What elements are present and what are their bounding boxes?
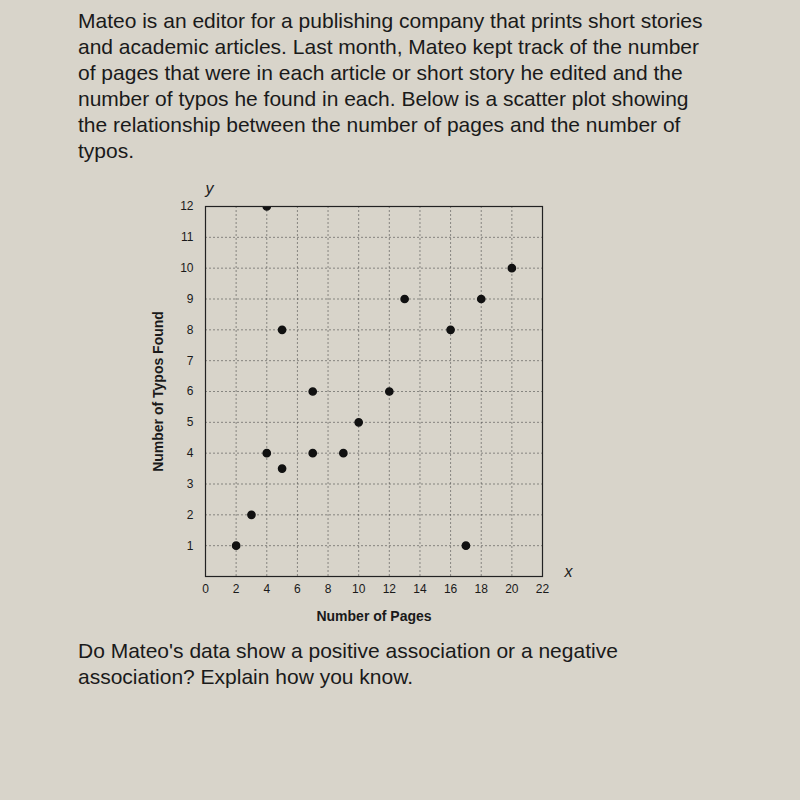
svg-text:y: y xyxy=(205,180,215,197)
svg-text:2: 2 xyxy=(233,582,240,596)
svg-text:11: 11 xyxy=(181,230,194,244)
svg-text:12: 12 xyxy=(180,199,194,213)
svg-text:x: x xyxy=(564,563,574,580)
svg-text:6: 6 xyxy=(294,582,301,596)
svg-text:4: 4 xyxy=(263,582,270,596)
svg-text:5: 5 xyxy=(187,415,194,429)
svg-text:12: 12 xyxy=(383,582,397,596)
svg-text:8: 8 xyxy=(187,323,194,337)
html-text:Do Mateo's data show a positiv: Do Mateo's data show a positive associat… xyxy=(78,639,618,688)
svg-text:20: 20 xyxy=(505,582,519,596)
svg-text:10: 10 xyxy=(180,261,194,275)
svg-text:7: 7 xyxy=(187,354,194,368)
html-text:Mateo is an editor for a publi: Mateo is an editor for a publishing comp… xyxy=(78,9,703,162)
svg-text:8: 8 xyxy=(325,582,332,596)
svg-text:Number of Typos Found: Number of Typos Found xyxy=(150,311,166,472)
svg-text:3: 3 xyxy=(187,477,194,491)
svg-text:22: 22 xyxy=(536,582,550,596)
svg-text:1: 1 xyxy=(187,539,194,553)
svg-text:4: 4 xyxy=(187,446,194,460)
svg-text:0: 0 xyxy=(202,582,209,596)
svg-text:2: 2 xyxy=(187,508,194,522)
svg-text:16: 16 xyxy=(444,582,458,596)
svg-text:10: 10 xyxy=(352,582,366,596)
svg-text:6: 6 xyxy=(187,384,194,398)
svg-text:Number of Pages: Number of Pages xyxy=(316,608,431,624)
svg-text:18: 18 xyxy=(475,582,489,596)
svg-text:14: 14 xyxy=(413,582,427,596)
svg-text:9: 9 xyxy=(187,292,194,306)
